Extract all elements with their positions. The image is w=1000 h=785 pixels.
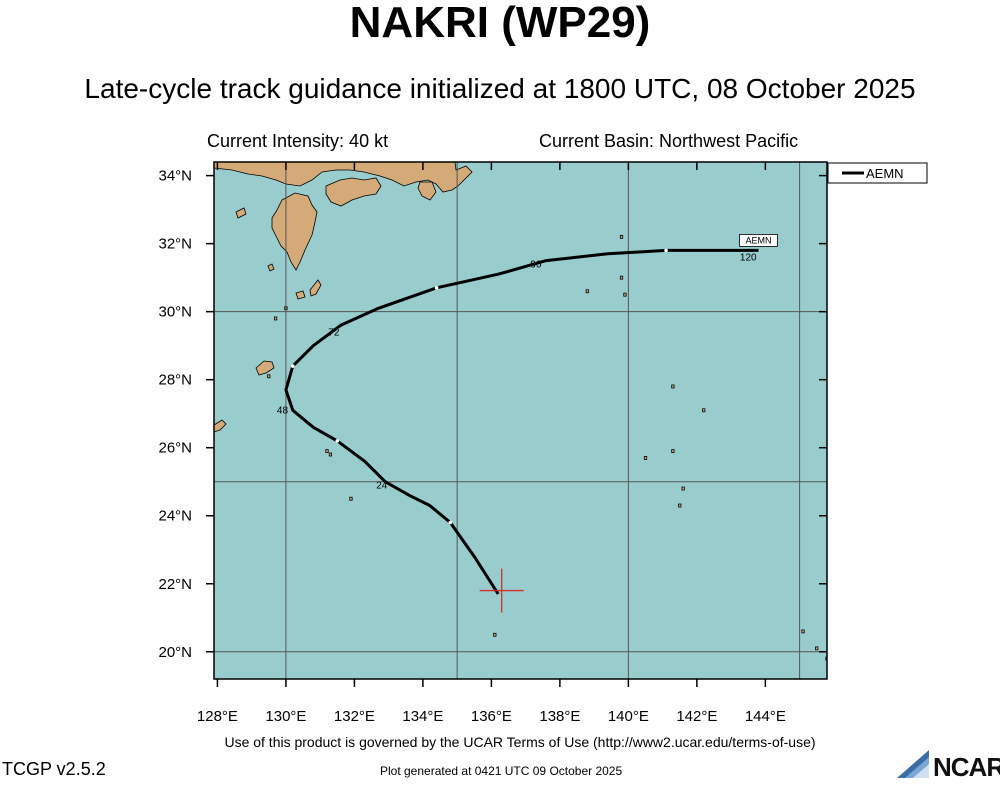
software-version: TCGP v2.5.2	[2, 759, 106, 779]
ncar-sun-icon	[897, 750, 929, 778]
forecast-time-marker	[664, 248, 668, 253]
islet-shape	[801, 629, 805, 634]
ncar-logo-text: NCAR	[933, 752, 1000, 782]
islet-shape	[619, 234, 624, 239]
forecast-hour-label: 96	[530, 259, 542, 270]
yakushima-island	[295, 290, 306, 300]
islet-shape	[349, 496, 353, 501]
forecast-hour-label: 72	[328, 327, 340, 338]
longitude-labels: 128°E 130°E 132°E 134°E 136°E 138°E 140°E 142°E…	[197, 708, 786, 725]
forecast-hour-label: 48	[277, 406, 289, 417]
islet-shape	[274, 316, 278, 321]
islet-shape	[325, 449, 329, 454]
plot-generated-timestamp: Plot generated at 0421 UTC 09 October 20…	[380, 764, 623, 778]
forecast-time-marker	[290, 364, 295, 368]
forecast-track-line	[284, 248, 759, 595]
lat-tick-label: 30°N	[158, 304, 192, 321]
lon-tick-label: 142°E	[676, 708, 717, 725]
lat-tick-label: 24°N	[158, 508, 192, 525]
forecast-hour-label: 120	[740, 253, 757, 264]
current-intensity-label: Current Intensity: 40 kt	[207, 131, 389, 151]
legend-entry-label: AEMN	[866, 166, 904, 181]
map-gridlines	[214, 162, 827, 679]
land-masses	[214, 162, 473, 433]
kyushu-island	[271, 192, 318, 271]
islet-shape	[671, 449, 675, 454]
lat-tick-label: 32°N	[158, 236, 192, 253]
lon-tick-label: 132°E	[334, 708, 375, 725]
lat-tick-label: 28°N	[158, 372, 192, 389]
axis-ticks	[206, 162, 827, 687]
terms-of-use-note: Use of this product is governed by the U…	[224, 734, 816, 750]
map-frame	[213, 161, 828, 680]
tanegashima-island	[309, 279, 322, 297]
ncar-logo: NCAR	[893, 748, 1000, 782]
islet-shape	[671, 384, 675, 389]
kii-peninsula	[417, 181, 437, 201]
lat-tick-label: 22°N	[158, 576, 192, 593]
lon-tick-label: 130°E	[265, 708, 306, 725]
guidance-subtitle: Late-cycle track guidance initialized at…	[84, 73, 916, 104]
islet-shape	[815, 646, 819, 651]
goto-islands	[235, 207, 247, 219]
lon-tick-label: 144°E	[745, 708, 786, 725]
lat-tick-label: 26°N	[158, 440, 192, 457]
forecast-time-marker	[434, 286, 439, 290]
legend-box	[827, 162, 928, 184]
islet-shape	[267, 374, 271, 379]
lon-tick-label: 136°E	[471, 708, 512, 725]
track-end-label-box	[739, 234, 778, 247]
islet-shape	[493, 632, 497, 637]
shikoku-island	[325, 177, 382, 207]
lon-tick-label: 134°E	[402, 708, 443, 725]
map-legend: AEMN	[827, 162, 928, 184]
islet-shape	[328, 452, 333, 457]
lon-tick-label: 138°E	[539, 708, 580, 725]
lat-tick-label: 20°N	[158, 644, 192, 661]
islet-shape	[619, 275, 624, 280]
current-basin-label: Current Basin: Northwest Pacific	[539, 131, 799, 151]
islet-shape	[623, 292, 627, 297]
lon-tick-label: 128°E	[197, 708, 238, 725]
islet-shape	[702, 408, 706, 413]
forecast-hour-label: 24	[376, 481, 388, 492]
ocean-background	[214, 162, 827, 679]
amami-island	[255, 360, 275, 376]
lon-tick-label: 140°E	[608, 708, 649, 725]
islet-shape	[585, 289, 589, 294]
small-islands	[267, 234, 827, 661]
current-position-marker	[479, 568, 524, 613]
track-end-label: AEMN	[746, 235, 772, 245]
storm-title: NAKRI (WP29)	[349, 0, 651, 47]
forecast-time-marker	[448, 520, 453, 525]
islet-shape	[643, 456, 648, 460]
islet-shape	[678, 503, 682, 508]
honshu-island	[214, 162, 473, 193]
forecast-track-layer: 24 48 72 96 120 AEMN	[277, 234, 778, 613]
islet-shape	[681, 486, 685, 491]
okinawa-island	[214, 419, 227, 433]
lat-tick-label: 34°N	[158, 168, 192, 185]
koshiki-islands	[267, 263, 275, 272]
latitude-labels: 20°N 22°N 24°N 26°N 28°N 30°N 32°N 34°N	[158, 168, 192, 661]
forecast-time-marker	[335, 439, 340, 443]
